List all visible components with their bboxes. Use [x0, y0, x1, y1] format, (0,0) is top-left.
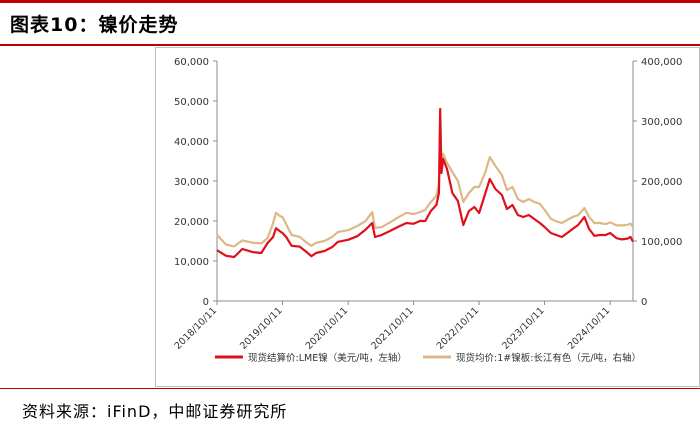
series-line-changjiang-nickel	[216, 119, 634, 248]
x-tick-label: 2020/10/11	[304, 305, 351, 352]
source-note: 资料来源：iFinD，中邮证券研究所	[22, 402, 288, 421]
figure-title: 图表10：镍价走势	[10, 14, 179, 36]
y-tick-label-left: 0	[203, 297, 209, 308]
legend-item-lme-label: 现货结算价:LME镍（美元/吨，左轴）	[248, 352, 407, 364]
chart-legend: 现货结算价:LME镍（美元/吨，左轴） 现货均价:1#镍板:长江有色（元/吨，右轴…	[215, 352, 641, 364]
y-tick-label-left: 20,000	[174, 217, 209, 228]
x-tick-label: 2019/10/11	[238, 305, 285, 352]
y-tick-label-right: 300,000	[641, 117, 682, 128]
y-tick-label-right: 0	[641, 297, 647, 308]
x-tick-label: 2024/10/11	[566, 305, 613, 352]
x-tick-label: 2021/10/11	[369, 305, 416, 352]
y-tick-label-left: 60,000	[174, 57, 209, 68]
x-tick-label: 2022/10/11	[435, 305, 482, 352]
y-tick-label-right: 200,000	[641, 177, 682, 188]
top-accent-bar	[0, 0, 700, 3]
legend-item-changjiang-label: 现货均价:1#镍板:长江有色（元/吨，右轴）	[456, 352, 641, 364]
title-divider	[0, 44, 700, 46]
x-tick-label: 2023/10/11	[500, 305, 547, 352]
y-tick-label-left: 30,000	[174, 177, 209, 188]
y-tick-label-right: 400,000	[641, 57, 682, 68]
chart-container: 0 10,000 20,000 30,000 40,000 50,000 60,000 0 10…	[155, 47, 700, 387]
y-tick-label-right: 100,000	[641, 237, 682, 248]
footer-divider	[0, 388, 700, 389]
y-tick-label-left: 50,000	[174, 97, 209, 108]
chart-axes: 0 10,000 20,000 30,000 40,000 50,000 60,000 0 10…	[173, 57, 683, 352]
x-tick-label: 2018/10/11	[173, 305, 220, 352]
y-tick-label-left: 10,000	[174, 257, 209, 268]
y-tick-label-left: 40,000	[174, 137, 209, 148]
series-line-lme-nickel	[216, 107, 634, 259]
chart-series	[216, 107, 634, 259]
nickel-price-chart: 0 10,000 20,000 30,000 40,000 50,000 60,000 0 10…	[155, 47, 700, 387]
